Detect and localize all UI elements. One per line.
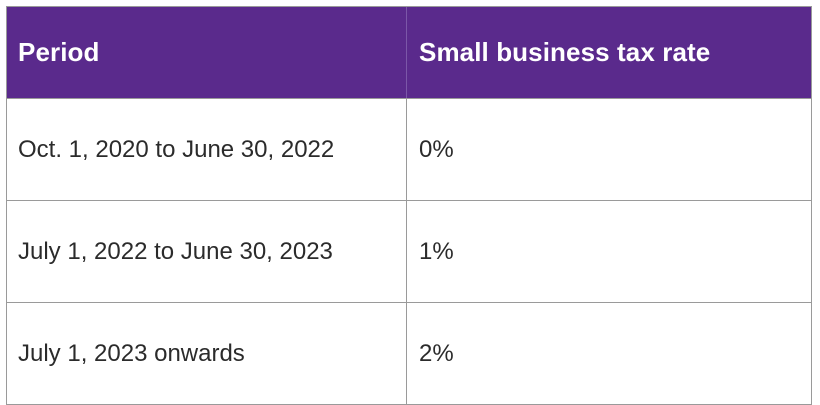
tax-rate-cell: 1% bbox=[407, 201, 811, 302]
header-cell-period: Period bbox=[7, 7, 407, 98]
tax-rate-value: 2% bbox=[419, 339, 454, 367]
tax-rate-cell: 0% bbox=[407, 99, 811, 200]
period-value: July 1, 2023 onwards bbox=[18, 339, 245, 367]
tax-rate-value: 0% bbox=[419, 135, 454, 163]
period-cell: July 1, 2022 to June 30, 2023 bbox=[7, 201, 407, 302]
period-cell: July 1, 2023 onwards bbox=[7, 303, 407, 404]
table-row: July 1, 2022 to June 30, 2023 1% bbox=[7, 200, 811, 302]
header-label-tax-rate: Small business tax rate bbox=[419, 37, 711, 67]
header-label-period: Period bbox=[18, 37, 100, 67]
header-cell-tax-rate: Small business tax rate bbox=[407, 7, 811, 98]
tax-rate-value: 1% bbox=[419, 237, 454, 265]
table-header-row: Period Small business tax rate bbox=[7, 7, 811, 98]
tax-rate-cell: 2% bbox=[407, 303, 811, 404]
table-row: July 1, 2023 onwards 2% bbox=[7, 302, 811, 404]
tax-rate-table: Period Small business tax rate Oct. 1, 2… bbox=[6, 6, 812, 405]
period-value: July 1, 2022 to June 30, 2023 bbox=[18, 237, 333, 265]
table-row: Oct. 1, 2020 to June 30, 2022 0% bbox=[7, 98, 811, 200]
period-value: Oct. 1, 2020 to June 30, 2022 bbox=[18, 135, 335, 163]
period-cell: Oct. 1, 2020 to June 30, 2022 bbox=[7, 99, 407, 200]
